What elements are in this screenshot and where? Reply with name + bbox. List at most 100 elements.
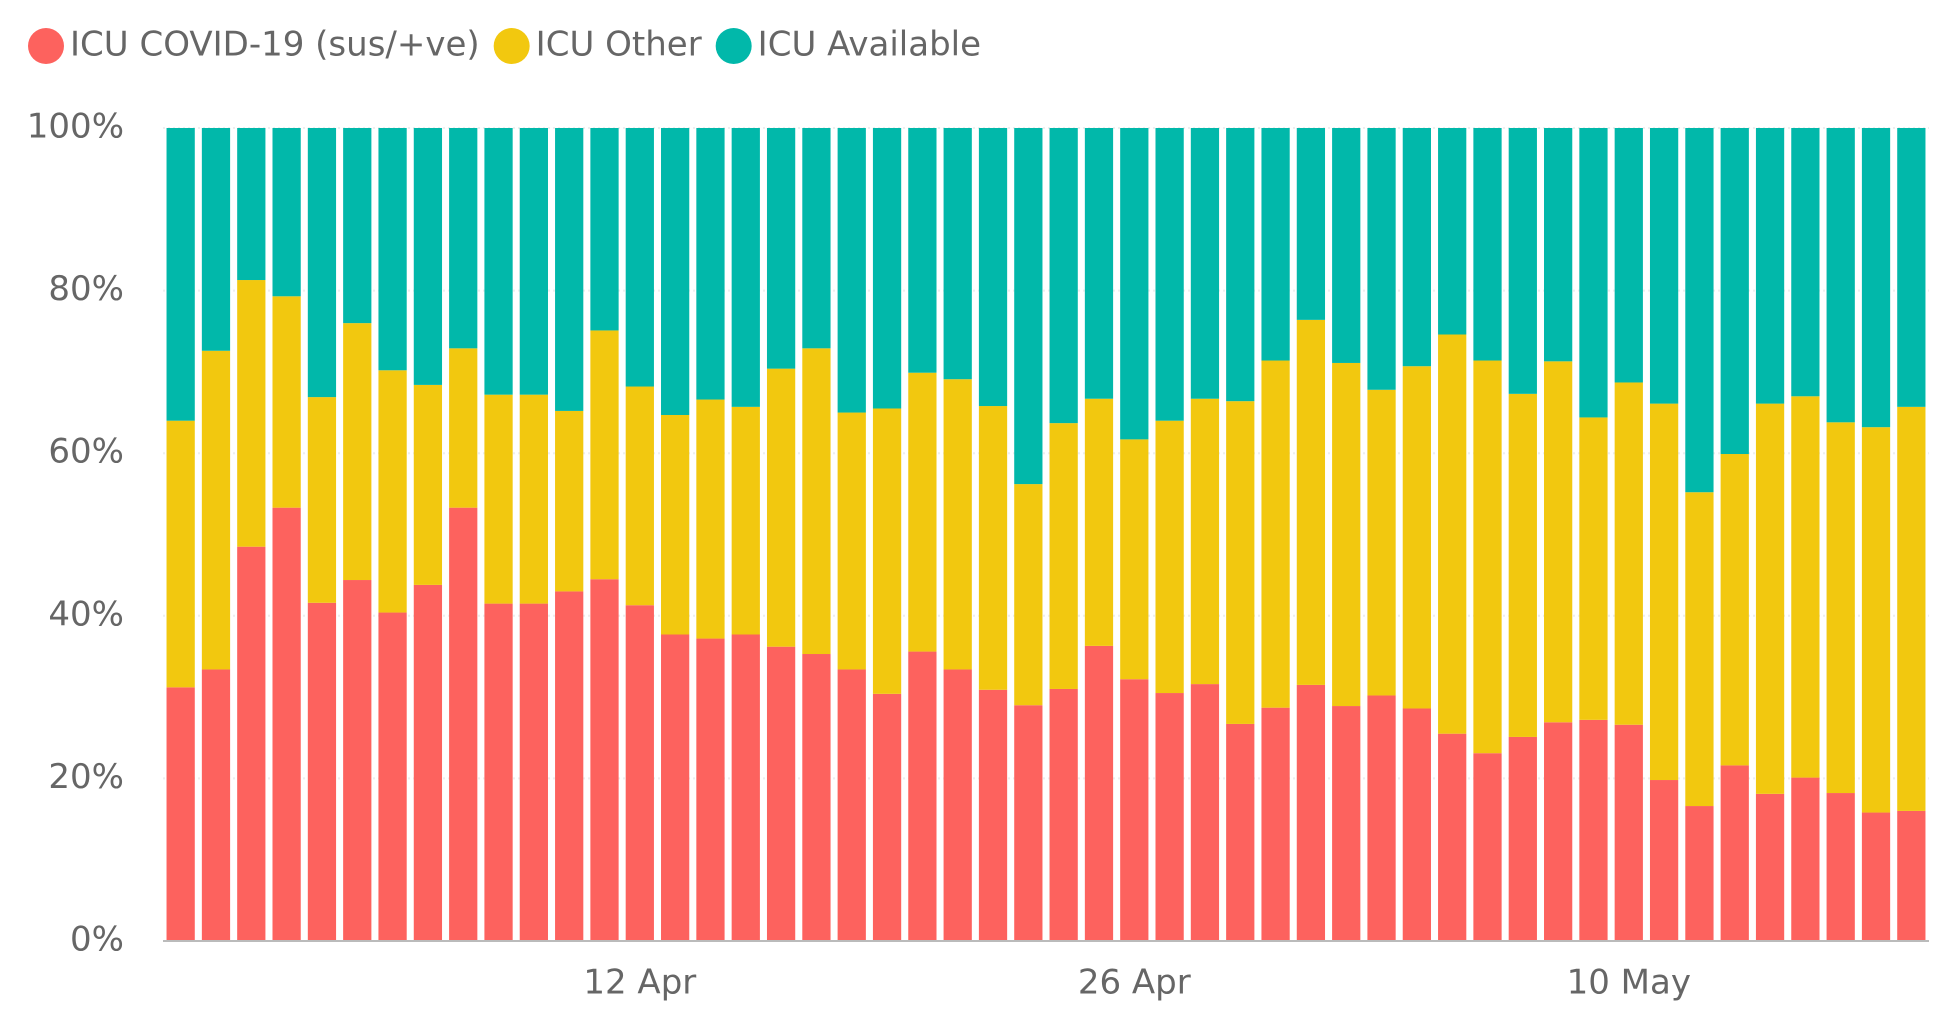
bar-segment <box>1897 810 1926 941</box>
bar-segment <box>908 128 937 373</box>
bar-segment <box>872 128 902 409</box>
bar-segment <box>1861 812 1891 941</box>
bar-segment <box>1579 417 1608 720</box>
bar-segment <box>1084 128 1114 399</box>
bar-segment <box>413 128 443 385</box>
bar-segment <box>731 406 760 635</box>
bar-segment <box>343 580 372 941</box>
bar-segment <box>555 591 584 941</box>
bar-segment <box>1473 128 1502 361</box>
bar-segment <box>519 128 548 395</box>
bar-segment <box>1720 128 1749 455</box>
bar-segment <box>237 280 266 547</box>
bar-segment <box>1861 427 1891 813</box>
bar-segment <box>625 128 654 387</box>
bar-segment <box>1261 128 1290 361</box>
bar-segment <box>1226 128 1255 402</box>
bar-segment <box>696 128 725 400</box>
bar-segment <box>1579 719 1608 941</box>
bar-segment <box>1190 684 1220 941</box>
bar-segment <box>1544 128 1573 362</box>
bar-segment <box>555 410 584 592</box>
bar-segment <box>1402 128 1431 367</box>
bar-segment <box>1473 360 1502 754</box>
bar-segment <box>1720 454 1749 766</box>
bar-segment <box>1544 722 1573 941</box>
bar-segment <box>1649 128 1679 404</box>
bar-segment <box>1438 733 1467 941</box>
bar-segment <box>1720 765 1749 941</box>
bar-segment <box>1367 128 1396 390</box>
y-tick-label: 40% <box>48 594 124 634</box>
bar-segment <box>449 348 478 508</box>
bar-segment <box>1014 484 1043 706</box>
bar-segment <box>1755 793 1785 941</box>
bar-segment <box>978 689 1008 941</box>
bar-segment <box>1614 382 1643 725</box>
bar-segment <box>1084 398 1114 646</box>
x-tick-label: 12 Apr <box>583 963 696 1003</box>
bar-segment <box>201 669 231 941</box>
bar-segment <box>1755 128 1785 404</box>
y-tick-label: 20% <box>48 757 124 797</box>
bar-segment <box>1649 780 1679 941</box>
bar-segment <box>201 350 231 670</box>
bar-segment <box>519 394 548 604</box>
bar-segment <box>307 397 337 603</box>
bar-segment <box>1438 128 1467 335</box>
bar-segment <box>661 414 690 635</box>
bar-segment <box>1791 128 1820 397</box>
bar-segment <box>766 368 796 647</box>
bar-segment <box>1508 393 1537 737</box>
bar-segment <box>1544 361 1573 723</box>
bar-segment <box>908 372 937 652</box>
bar-segment <box>1332 362 1361 707</box>
y-tick-label: 80% <box>48 269 124 309</box>
bar-segment <box>872 408 902 694</box>
bar-segment <box>1685 806 1714 941</box>
y-tick-label: 0% <box>70 920 124 960</box>
legend-label: ICU Available <box>758 25 981 65</box>
bar-segment <box>943 669 972 941</box>
bar-segment <box>696 399 725 639</box>
bar-segment <box>237 546 266 941</box>
bar-segment <box>1155 693 1184 941</box>
bar-segment <box>519 603 548 941</box>
bar-segment <box>237 128 266 281</box>
bar-segment <box>484 128 513 395</box>
legend-marker <box>28 28 64 64</box>
bar-segment <box>343 323 372 581</box>
bar-segment <box>1190 398 1220 685</box>
bar-segment <box>1649 403 1679 781</box>
bar-segment <box>1190 128 1220 399</box>
x-tick-label: 10 May <box>1567 963 1691 1003</box>
bar-segment <box>908 651 937 941</box>
bar-segment <box>378 370 407 613</box>
bar-segment <box>272 507 301 941</box>
bar-segment <box>1402 366 1431 709</box>
bar-segment <box>1226 401 1255 724</box>
bar-segment <box>1120 439 1149 680</box>
bar-segment <box>166 128 195 421</box>
bar-segment <box>272 128 301 297</box>
bar-segment <box>1579 128 1608 418</box>
bar-segment <box>1332 706 1361 941</box>
bar-segment <box>1014 705 1043 941</box>
bar-segment <box>802 654 831 941</box>
bar-segment <box>413 384 443 585</box>
bar-segment <box>201 128 231 351</box>
legend-marker <box>715 28 752 64</box>
bar-segment <box>1226 723 1255 941</box>
bar-segment <box>696 638 725 941</box>
bar-segment <box>943 128 972 380</box>
bar-segment <box>1120 128 1149 440</box>
bar-segment <box>1508 128 1537 394</box>
bar-segment <box>837 669 866 941</box>
bar-segment <box>1296 684 1326 941</box>
bar-segment <box>378 612 407 941</box>
bar-segment <box>1685 128 1714 493</box>
legend-label: ICU COVID-19 (sus/+ve) <box>70 25 480 65</box>
bar-segment <box>307 128 337 398</box>
bar-segment <box>1473 753 1502 941</box>
bar-segment <box>1438 334 1467 734</box>
